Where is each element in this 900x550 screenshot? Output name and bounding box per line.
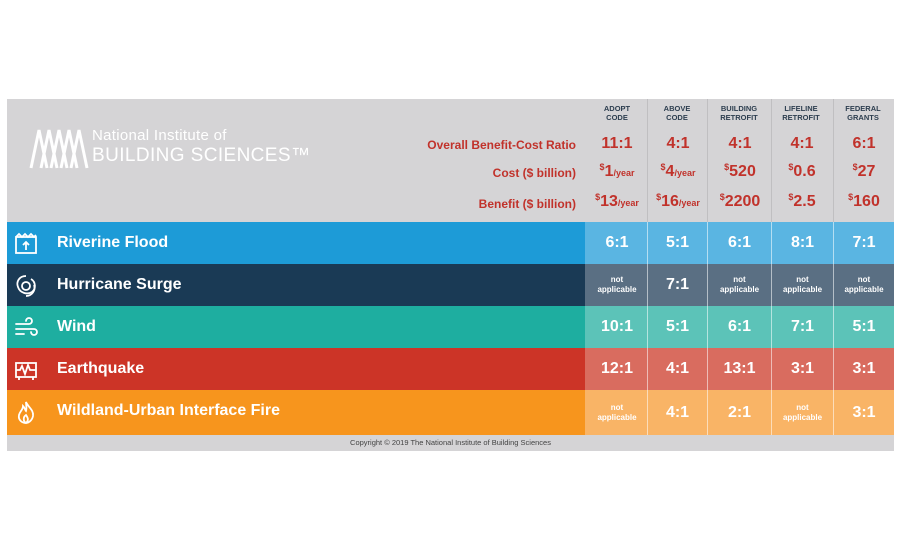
table-row-riverine-flood: Riverine Flood 6:1 5:1 6:1 8:1 7:1 [7,222,894,264]
bcr-label: Overall Benefit-Cost Ratio [427,138,576,152]
hazard-label: Wind [57,318,96,335]
ratio-cell-not-applicable: not applicable [597,402,637,422]
benefit-value: $16/year [656,192,700,210]
ratio-cell-not-applicable: not applicable [719,275,760,294]
ratio-cell: 5:1 [665,234,690,251]
table-row-earthquake: Earthquake 12:1 4:1 13:1 3:1 3:1 [7,348,894,390]
ratio-cell: 6:1 [727,234,752,251]
ratio-cell-not-applicable: not applicable [782,275,823,294]
benefit-value: $2200 [719,192,761,210]
logo-text-line2: BUILDING SCIENCES™ [92,145,311,166]
ratio-cell: 7:1 [852,234,876,251]
ratio-cell: 6:1 [727,318,752,335]
bcr-value: 4:1 [790,135,814,152]
column-header-lifeline-retrofit: LIFELINE RETROFIT [782,104,820,122]
copyright-footer: Copyright © 2019 The National Institute … [7,435,894,451]
ratio-cell: 7:1 [665,276,690,293]
table-row-wind: Wind 10:1 5:1 6:1 7:1 5:1 [7,306,894,348]
hazard-rows: Riverine Flood 6:1 5:1 6:1 8:1 7:1 Hurri… [7,222,894,435]
flood-icon [15,232,37,254]
benefit-value: $13/year [595,192,639,210]
cost-value: $0.6 [788,162,816,180]
benefit-label: Benefit ($ billion) [478,197,576,211]
ratio-cell-not-applicable: not applicable [782,402,823,422]
nibs-logo-mark-icon [29,129,89,169]
cost-value: $1/year [599,162,635,180]
nibs-logo: National Institute of BUILDING SCIENCES™ [29,124,310,174]
column-header-above-code: ABOVE CODE [663,104,691,122]
ratio-cell: 3:1 [852,360,876,377]
column-header-building-retrofit: BUILDING RETROFIT [720,104,758,122]
table-header: National Institute of BUILDING SCIENCES™… [7,99,894,222]
hazard-label: Hurricane Surge [57,276,182,293]
cost-label: Cost ($ billion) [492,166,576,180]
wind-icon [15,317,38,336]
ratio-cell: 4:1 [665,403,690,421]
ratio-cell: 5:1 [665,318,690,335]
table-row-hurricane-surge: Hurricane Surge not applicable 7:1 not app… [7,264,894,306]
benefit-value: $160 [848,192,880,210]
ratio-cell: 4:1 [665,360,690,377]
cost-value: $27 [852,162,876,180]
ratio-cell: 2:1 [727,403,752,421]
hazard-label: Earthquake [57,360,145,377]
bcr-value: 4:1 [728,135,752,152]
benefit-value: $2.5 [788,192,816,210]
bcr-value: 4:1 [666,135,690,152]
ratio-cell: 6:1 [605,234,629,251]
column-header-adopt-code: ADOPT CODE [603,104,631,122]
hurricane-icon [16,275,36,297]
logo-text-line1: National Institute of [92,127,227,144]
bcr-value: 11:1 [601,135,633,152]
bcr-value: 6:1 [852,135,876,152]
ratio-cell-not-applicable: not applicable [844,275,884,294]
ratio-cell: 7:1 [790,318,815,335]
benefit-cost-table: National Institute of BUILDING SCIENCES™… [7,99,894,451]
ratio-cell: 5:1 [852,318,876,335]
ratio-cell: 8:1 [790,234,815,251]
ratio-cell: 10:1 [600,318,634,335]
earthquake-icon [15,362,37,380]
ratio-cell-not-applicable: not applicable [597,275,637,294]
hazard-label: Wildland-Urban Interface Fire [57,402,280,419]
cost-value: $520 [724,162,756,180]
ratio-cell: 13:1 [723,360,756,377]
table-row-wildland-fire: Wildland-Urban Interface Fire not applica… [7,390,894,435]
fire-icon [17,401,34,425]
hazard-label: Riverine Flood [57,234,169,251]
cost-value: $4/year [660,162,696,180]
ratio-cell: 12:1 [600,360,634,377]
ratio-cell: 3:1 [852,403,876,421]
ratio-cell: 3:1 [790,360,815,377]
column-header-federal-grants: FEDERAL GRANTS [845,104,881,122]
